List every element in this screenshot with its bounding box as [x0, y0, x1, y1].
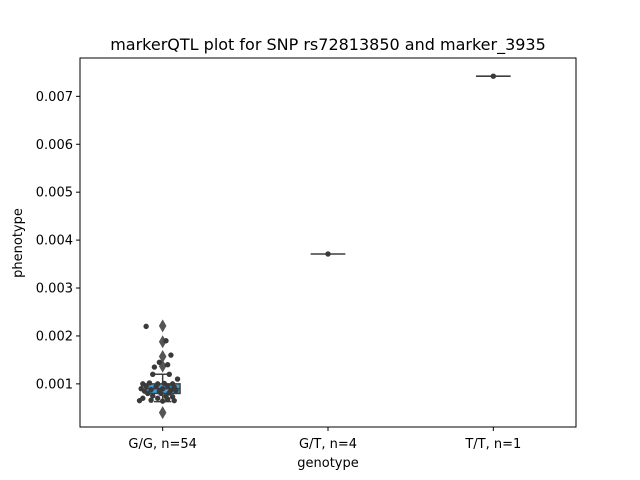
data-point: [173, 387, 179, 394]
data-point: [166, 390, 172, 396]
x-tick-label: T/T, n=1: [464, 437, 521, 452]
data-point: [325, 251, 331, 257]
plot-area: [136, 73, 511, 420]
outlier-marker: [158, 350, 167, 364]
y-axis-label: phenotype: [11, 208, 26, 278]
data-point: [174, 376, 181, 382]
data-point: [156, 359, 163, 366]
data-point: [166, 371, 172, 377]
data-point: [151, 364, 158, 370]
data-point: [164, 383, 171, 389]
data-point: [164, 396, 171, 402]
outlier-marker: [158, 406, 167, 420]
y-tick-label: 0.006: [36, 138, 73, 153]
x-axis: G/G, n=54 G/T, n=4 T/T, n=1: [128, 427, 521, 452]
data-point: [136, 397, 143, 404]
data-point: [490, 73, 497, 79]
data-point: [159, 398, 166, 404]
data-point: [145, 390, 151, 397]
x-tick-label: G/G, n=54: [128, 437, 196, 452]
data-point: [143, 323, 149, 330]
data-point: [150, 393, 156, 399]
y-tick-label: 0.002: [36, 329, 73, 344]
outlier-marker: [158, 319, 167, 333]
data-point: [153, 384, 159, 390]
data-point: [146, 380, 153, 386]
x-axis-label: genotype: [297, 456, 358, 471]
data-point: [168, 352, 174, 358]
chart-title: markerQTL plot for SNP rs72813850 and ma…: [110, 35, 546, 55]
data-point: [148, 386, 154, 393]
y-tick-label: 0.005: [36, 186, 73, 201]
data-point: [150, 371, 156, 377]
y-tick-label: 0.004: [36, 234, 73, 249]
x-tick-label: G/T, n=4: [299, 437, 357, 452]
data-point: [164, 362, 171, 368]
data-point: [148, 397, 154, 403]
strip-points: [136, 73, 497, 404]
y-axis: 0.001 0.002 0.003 0.004 0.005 0.006 0.007: [36, 90, 80, 392]
y-tick-label: 0.003: [36, 282, 73, 297]
y-tick-label: 0.007: [36, 90, 73, 105]
data-point: [171, 397, 177, 404]
data-point: [158, 390, 164, 397]
data-point: [155, 395, 161, 401]
y-tick-label: 0.001: [36, 377, 73, 392]
data-point: [143, 383, 149, 389]
data-point: [163, 338, 169, 344]
